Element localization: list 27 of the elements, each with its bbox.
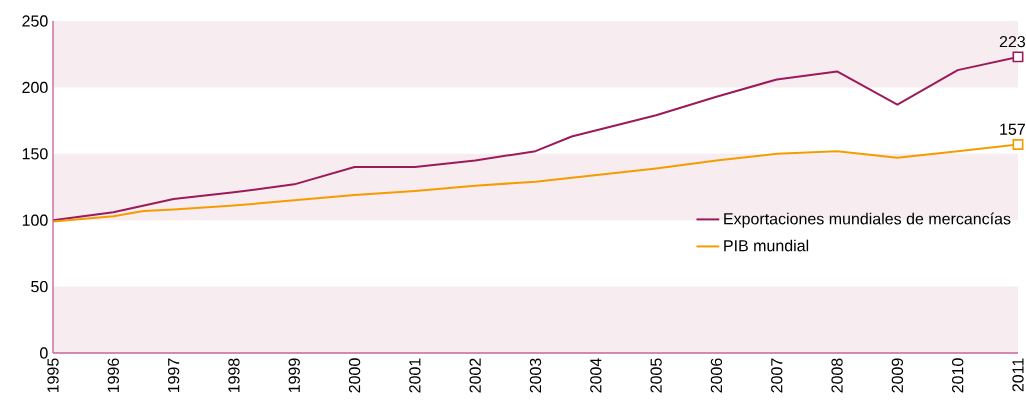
x-tick-label: 1996 bbox=[107, 358, 119, 393]
y-tick-label: 100 bbox=[22, 214, 48, 226]
x-tick-label: 2008 bbox=[831, 358, 843, 393]
legend-label: Exportaciones mundiales de mercancías bbox=[724, 212, 1011, 228]
x-tick-label: 2006 bbox=[710, 358, 723, 393]
x-tick-label: 2001 bbox=[409, 358, 421, 393]
x-tick-label: 1995 bbox=[47, 358, 59, 393]
y-tick-label: 200 bbox=[22, 81, 48, 94]
x-tick-label: 1999 bbox=[288, 358, 300, 393]
x-tick-label: 2007 bbox=[771, 358, 783, 393]
y-tick-label: 0 bbox=[40, 347, 48, 359]
y-tick-label: 250 bbox=[22, 15, 48, 27]
x-tick-label: 2000 bbox=[348, 358, 361, 393]
x-tick-label: 2010 bbox=[952, 358, 964, 393]
x-tick-label: 1998 bbox=[228, 358, 240, 393]
legend-label: PIB mundial bbox=[724, 239, 809, 252]
x-tick-label: 2009 bbox=[891, 358, 904, 393]
x-tick-label: 2011 bbox=[1012, 358, 1024, 392]
y-tick-label: 150 bbox=[22, 148, 48, 160]
y-tick-label: 50 bbox=[31, 280, 48, 293]
x-tick-label: 2004 bbox=[590, 358, 602, 393]
annotation: 157 bbox=[1000, 123, 1025, 135]
x-tick-label: 2005 bbox=[650, 358, 662, 393]
x-tick-label: 2002 bbox=[469, 358, 481, 393]
x-tick-label: 1997 bbox=[167, 358, 180, 393]
annotation: 223 bbox=[999, 35, 1026, 48]
x-tick-label: 2003 bbox=[529, 358, 542, 393]
